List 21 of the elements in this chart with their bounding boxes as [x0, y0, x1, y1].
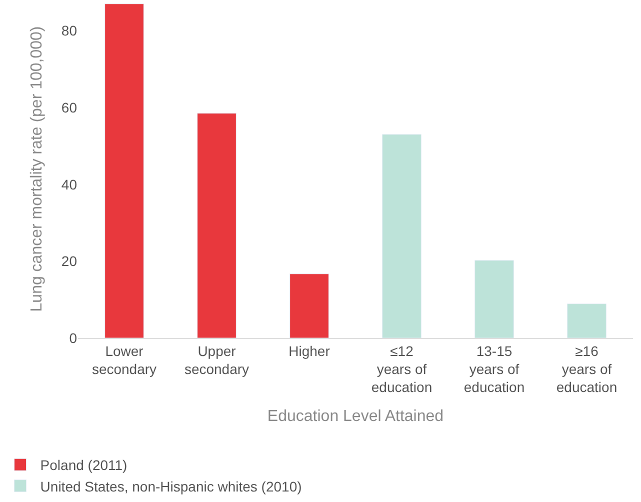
bar	[290, 274, 329, 338]
bar	[104, 4, 144, 338]
x-tick-label: Higher	[288, 342, 330, 359]
x-tick-label: Lower secondary	[92, 342, 157, 377]
bar	[567, 304, 606, 338]
bar	[474, 260, 514, 338]
x-tick-label: ≤12 years of education	[371, 342, 432, 396]
bar	[197, 113, 236, 338]
y-tick-label: 60	[61, 99, 78, 116]
y-tick-label: 0	[69, 330, 78, 346]
x-axis-title: Education Level Attained	[267, 408, 444, 425]
y-tick-label: 40	[61, 176, 78, 192]
x-tick-label: ≥16 years of education	[556, 342, 618, 396]
legend-label: Poland (2011)	[40, 457, 128, 474]
legend-label: United States, non-Hispanic whites (2010)	[40, 478, 302, 494]
x-tick-label: Upper secondary	[184, 342, 250, 377]
y-tick-label: 20	[61, 253, 78, 270]
x-tick-label: 13-15 years of education	[464, 342, 525, 396]
y-axis-title: Lung cancer mortality rate (per 100,000)	[28, 26, 46, 312]
y-tick-label: 80	[61, 22, 78, 39]
bar	[382, 134, 422, 338]
